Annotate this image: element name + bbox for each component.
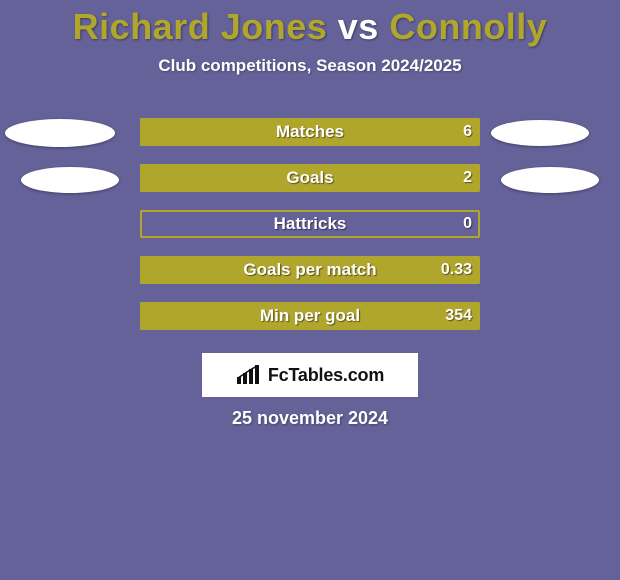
bar-fill-right bbox=[140, 118, 480, 146]
bar-track: 0.33Goals per match bbox=[140, 256, 480, 284]
bar-track: 354Min per goal bbox=[140, 302, 480, 330]
stat-right-value: 354 bbox=[445, 302, 472, 330]
bar-fill-right bbox=[140, 302, 480, 330]
bar-outline bbox=[140, 210, 480, 238]
date-label: 25 november 2024 bbox=[0, 408, 620, 429]
placeholder-ellipse bbox=[5, 119, 115, 147]
bars-icon bbox=[236, 365, 262, 385]
placeholder-ellipse bbox=[491, 120, 589, 146]
stat-rows: 6Matches 2Goals 0Hattricks 0.33Goals per ma… bbox=[0, 110, 620, 340]
bar-fill-right bbox=[140, 256, 480, 284]
stat-row: 2Goals bbox=[0, 156, 620, 202]
bar-track: 6Matches bbox=[140, 118, 480, 146]
subtitle: Club competitions, Season 2024/2025 bbox=[0, 56, 620, 76]
bar-track: 0Hattricks bbox=[140, 210, 480, 238]
stat-right-value: 0 bbox=[463, 210, 472, 238]
stat-right-value: 2 bbox=[463, 164, 472, 192]
stat-label: Hattricks bbox=[140, 210, 480, 238]
bar-track: 2Goals bbox=[140, 164, 480, 192]
vs-text: vs bbox=[338, 6, 379, 47]
stat-row: 0.33Goals per match bbox=[0, 248, 620, 294]
brand-badge: FcTables.com bbox=[202, 353, 418, 397]
stat-row: 354Min per goal bbox=[0, 294, 620, 340]
stat-row: 6Matches bbox=[0, 110, 620, 156]
page-title: Richard Jones vs Connolly bbox=[0, 0, 620, 48]
stat-right-value: 0.33 bbox=[441, 256, 472, 284]
stat-row: 0Hattricks bbox=[0, 202, 620, 248]
player1-name: Richard Jones bbox=[73, 6, 328, 47]
placeholder-ellipse bbox=[501, 167, 599, 193]
stat-right-value: 6 bbox=[463, 118, 472, 146]
placeholder-ellipse bbox=[21, 167, 119, 193]
bar-fill-right bbox=[140, 164, 480, 192]
chart-container: Richard Jones vs Connolly Club competiti… bbox=[0, 0, 620, 580]
brand-text: FcTables.com bbox=[268, 365, 384, 386]
player2-name: Connolly bbox=[389, 6, 547, 47]
